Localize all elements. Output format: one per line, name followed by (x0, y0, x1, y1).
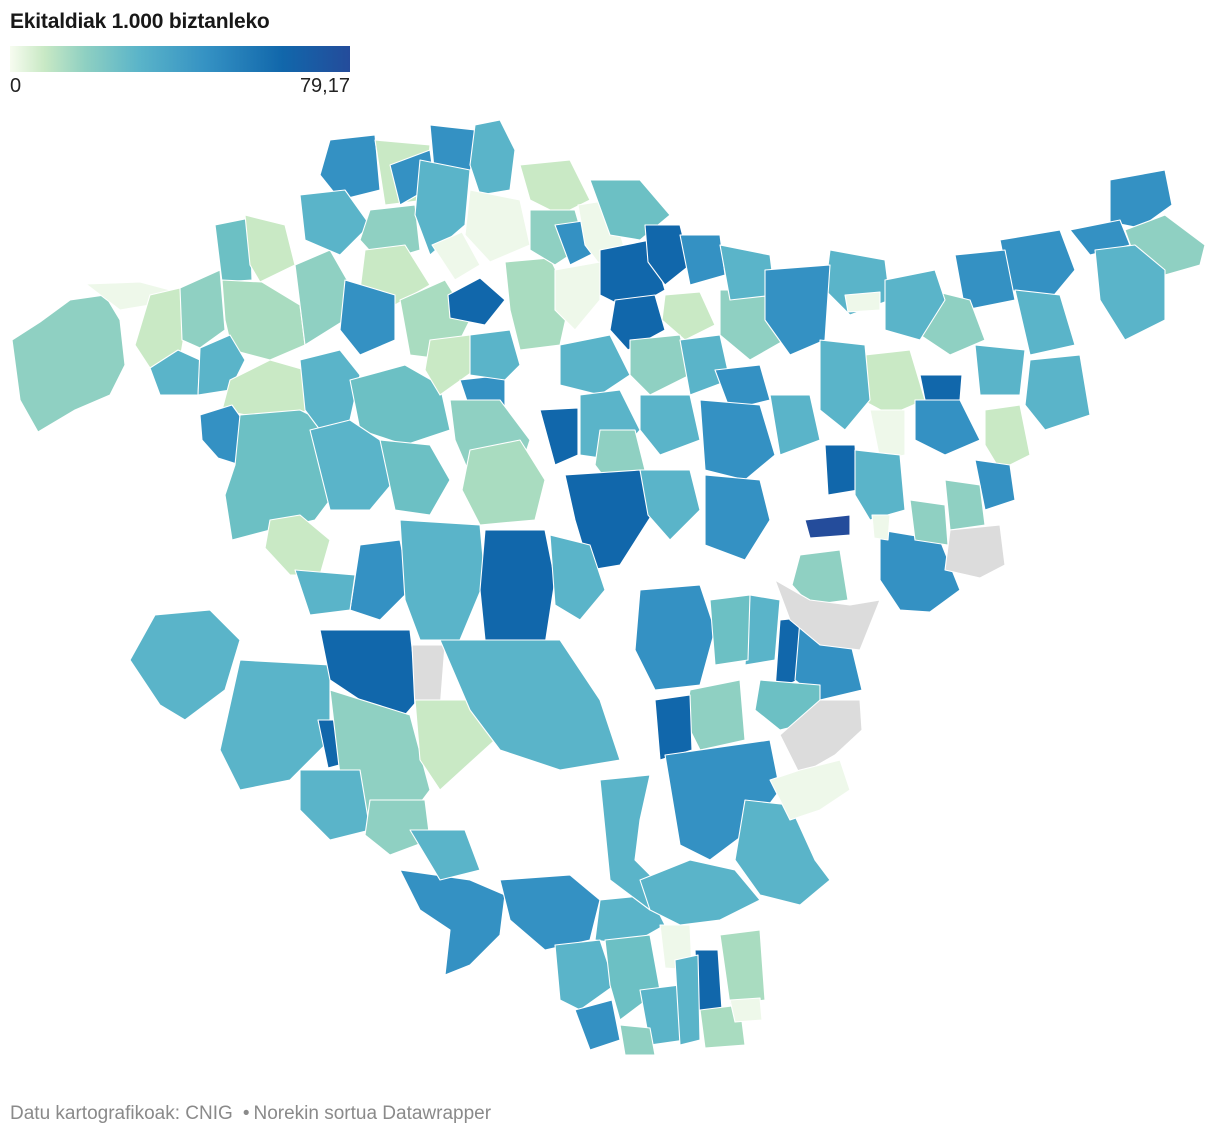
municipality[interactable] (447, 277, 506, 326)
municipality[interactable] (819, 339, 871, 431)
municipality[interactable] (744, 594, 781, 666)
municipality[interactable] (804, 514, 851, 539)
municipality[interactable] (639, 469, 701, 541)
municipality[interactable] (499, 874, 601, 951)
municipality[interactable] (294, 569, 356, 616)
legend-min-label: 0 (10, 75, 22, 97)
municipality[interactable] (399, 869, 506, 976)
municipality[interactable] (399, 519, 486, 641)
municipality[interactable] (424, 334, 476, 396)
footer-attribution: Datu kartografikoak: CNIG • Norekin sortua… (10, 1103, 491, 1125)
footer-separator: • (242, 1103, 250, 1124)
municipality[interactable] (634, 584, 716, 691)
municipality[interactable] (774, 579, 881, 651)
municipality[interactable] (974, 459, 1016, 511)
municipality[interactable] (699, 399, 776, 481)
municipality[interactable] (629, 334, 691, 396)
municipality[interactable] (639, 394, 701, 456)
municipality[interactable] (11, 294, 126, 433)
municipality[interactable] (574, 999, 621, 1051)
municipality[interactable] (984, 404, 1031, 471)
municipality[interactable] (554, 939, 616, 1011)
municipality[interactable] (409, 829, 481, 881)
municipality[interactable] (854, 449, 906, 521)
datawrapper-credit[interactable]: Norekin sortua Datawrapper (253, 1103, 492, 1124)
municipality[interactable] (1014, 289, 1076, 356)
municipality[interactable] (714, 364, 771, 411)
region-gipuzkoa (634, 169, 1206, 776)
municipality[interactable] (299, 769, 371, 841)
municipality[interactable] (469, 119, 516, 196)
municipality[interactable] (764, 264, 831, 356)
legend-gradient-bar (10, 46, 350, 72)
municipality[interactable] (1094, 244, 1166, 341)
municipality[interactable] (364, 799, 431, 856)
municipality[interactable] (129, 609, 241, 721)
municipality[interactable] (1024, 354, 1091, 431)
municipality[interactable] (654, 694, 693, 761)
municipality[interactable] (339, 279, 396, 356)
municipality[interactable] (179, 269, 226, 349)
municipality[interactable] (244, 214, 296, 283)
municipality[interactable] (914, 399, 981, 456)
region-araba (129, 609, 851, 1056)
municipality[interactable] (704, 474, 771, 561)
municipality[interactable] (909, 499, 949, 546)
municipality[interactable] (944, 524, 1006, 579)
municipality[interactable] (519, 159, 591, 216)
municipality[interactable] (1109, 169, 1173, 229)
municipality[interactable] (554, 261, 601, 331)
municipality[interactable] (549, 534, 606, 621)
municipality[interactable] (729, 997, 763, 1023)
municipality[interactable] (431, 231, 481, 281)
municipality[interactable] (954, 249, 1016, 311)
municipality[interactable] (539, 407, 579, 466)
municipality[interactable] (679, 234, 726, 286)
municipality[interactable] (619, 1024, 656, 1056)
municipality[interactable] (349, 539, 411, 621)
municipality[interactable] (709, 594, 751, 666)
municipality[interactable] (871, 514, 891, 541)
municipality[interactable] (264, 514, 331, 576)
municipality[interactable] (214, 217, 253, 283)
legend-max-label: 79,17 (299, 75, 350, 97)
municipality[interactable] (661, 291, 716, 341)
municipality[interactable] (469, 329, 521, 381)
municipality[interactable] (674, 954, 701, 1046)
region-bizkaia (11, 119, 821, 646)
source-credit: Datu kartografikoak: CNIG (10, 1103, 233, 1124)
municipality[interactable] (439, 639, 621, 771)
municipality[interactable] (379, 439, 451, 516)
municipality[interactable] (644, 224, 691, 286)
legend-labels: 0 79,17 (10, 75, 350, 99)
municipality[interactable] (919, 374, 963, 401)
municipality[interactable] (684, 679, 746, 751)
municipality[interactable] (461, 439, 546, 526)
municipality[interactable] (639, 859, 761, 926)
municipality[interactable] (974, 344, 1026, 396)
municipality[interactable] (719, 929, 766, 1006)
municipality[interactable] (479, 529, 556, 646)
municipality[interactable] (221, 279, 306, 361)
choropleth-map (11, 119, 1206, 1056)
municipality[interactable] (464, 189, 531, 263)
municipality[interactable] (319, 134, 381, 201)
municipality[interactable] (1069, 219, 1131, 256)
municipality[interactable] (884, 269, 946, 341)
municipality[interactable] (944, 479, 986, 531)
municipality[interactable] (824, 444, 859, 496)
color-legend: 0 79,17 (10, 46, 350, 99)
municipality[interactable] (844, 291, 881, 313)
municipality[interactable] (769, 394, 821, 456)
municipality[interactable] (769, 759, 851, 821)
municipality[interactable] (299, 189, 371, 256)
map-title: Ekitaldiak 1.000 biztanleko (10, 10, 270, 33)
municipality[interactable] (869, 409, 906, 461)
municipality[interactable] (559, 334, 631, 396)
municipality[interactable] (309, 419, 396, 511)
